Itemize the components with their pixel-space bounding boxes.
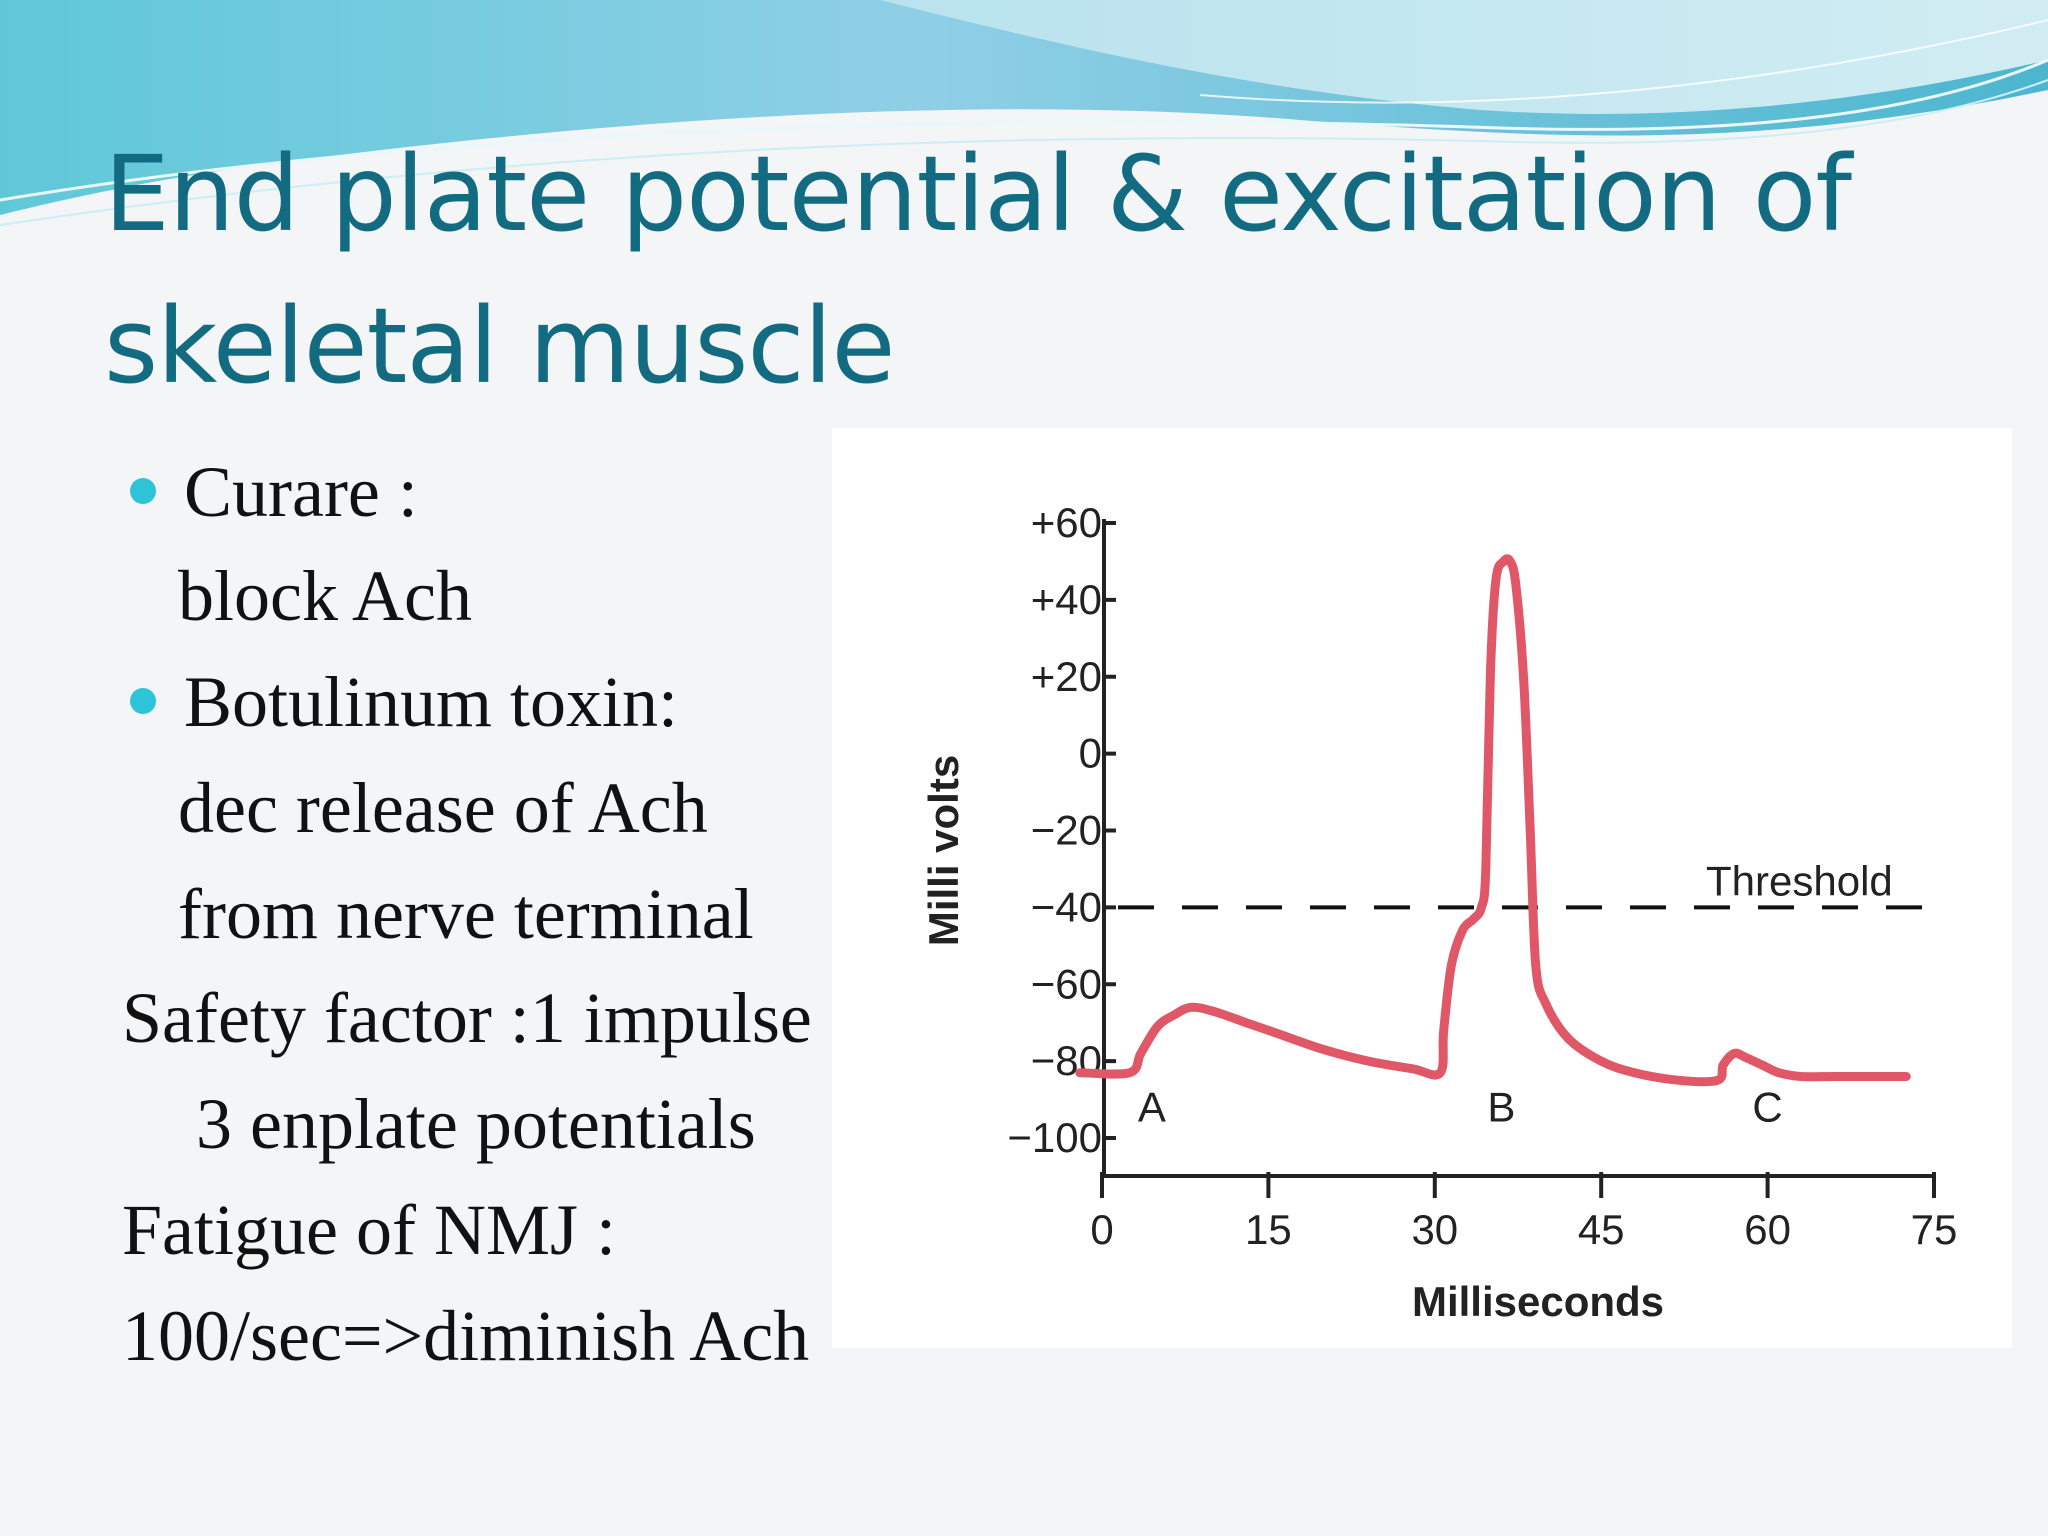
x-tick-label: 60 bbox=[1744, 1206, 1791, 1253]
slide-title-line-1: End plate potential & excitation of bbox=[104, 133, 1852, 255]
body-line-nerve-terminal: from nerve terminal bbox=[178, 874, 754, 954]
annotation-label-b: B bbox=[1487, 1083, 1515, 1130]
body-line-safety-factor: Safety factor :1 impulse bbox=[122, 978, 812, 1058]
body-line-endplate-potentials: 3 enplate potentials bbox=[196, 1084, 756, 1164]
y-tick-label: +40 bbox=[1031, 576, 1102, 623]
y-axis-title: Milli volts bbox=[920, 755, 967, 946]
body-line-dec-release: dec release of Ach bbox=[178, 768, 708, 848]
body-line-rate: 100/sec=>diminish Ach bbox=[122, 1296, 810, 1376]
annotation-label-a: A bbox=[1138, 1083, 1166, 1130]
bullet-list: Curare : block Ach Botulinum toxin: dec … bbox=[0, 430, 860, 1410]
y-tick-label: +20 bbox=[1031, 653, 1102, 700]
x-tick-label: 45 bbox=[1578, 1206, 1625, 1253]
slide-title: End plate potential & excitation of skel… bbox=[104, 118, 2004, 422]
x-axis-title: Milliseconds bbox=[1412, 1278, 1664, 1325]
x-tick-label: 75 bbox=[1911, 1206, 1958, 1253]
x-tick-label: 0 bbox=[1090, 1206, 1113, 1253]
x-tick-label: 30 bbox=[1411, 1206, 1458, 1253]
threshold-label: Threshold bbox=[1706, 857, 1893, 904]
body-line-block-ach: block Ach bbox=[178, 556, 472, 636]
x-tick-label: 15 bbox=[1245, 1206, 1292, 1253]
y-tick-label: −20 bbox=[1031, 807, 1102, 854]
header-wave-decoration bbox=[0, 0, 2048, 226]
y-tick-label: −100 bbox=[1007, 1114, 1102, 1161]
bullet-dot-icon bbox=[130, 478, 156, 504]
y-tick-label: −40 bbox=[1031, 883, 1102, 930]
figure-panel: +60 +40 +20 0 −20 −40 −60 −80 −100 0 15 30 45 60 75 Mil… bbox=[832, 428, 2012, 1348]
annotation-label-c: C bbox=[1752, 1083, 1782, 1130]
y-tick-label: +60 bbox=[1031, 499, 1102, 546]
membrane-potential-trace bbox=[1075, 554, 1911, 1087]
bullet-dot-icon bbox=[130, 688, 156, 714]
body-line-curare: Curare : bbox=[184, 452, 418, 532]
body-line-fatigue: Fatigue of NMJ : bbox=[122, 1190, 616, 1270]
y-tick-label: 0 bbox=[1079, 730, 1102, 777]
slide-title-line-2: skeletal muscle bbox=[104, 285, 896, 407]
body-line-botulinum: Botulinum toxin: bbox=[184, 662, 679, 742]
y-tick-label: −60 bbox=[1031, 960, 1102, 1007]
